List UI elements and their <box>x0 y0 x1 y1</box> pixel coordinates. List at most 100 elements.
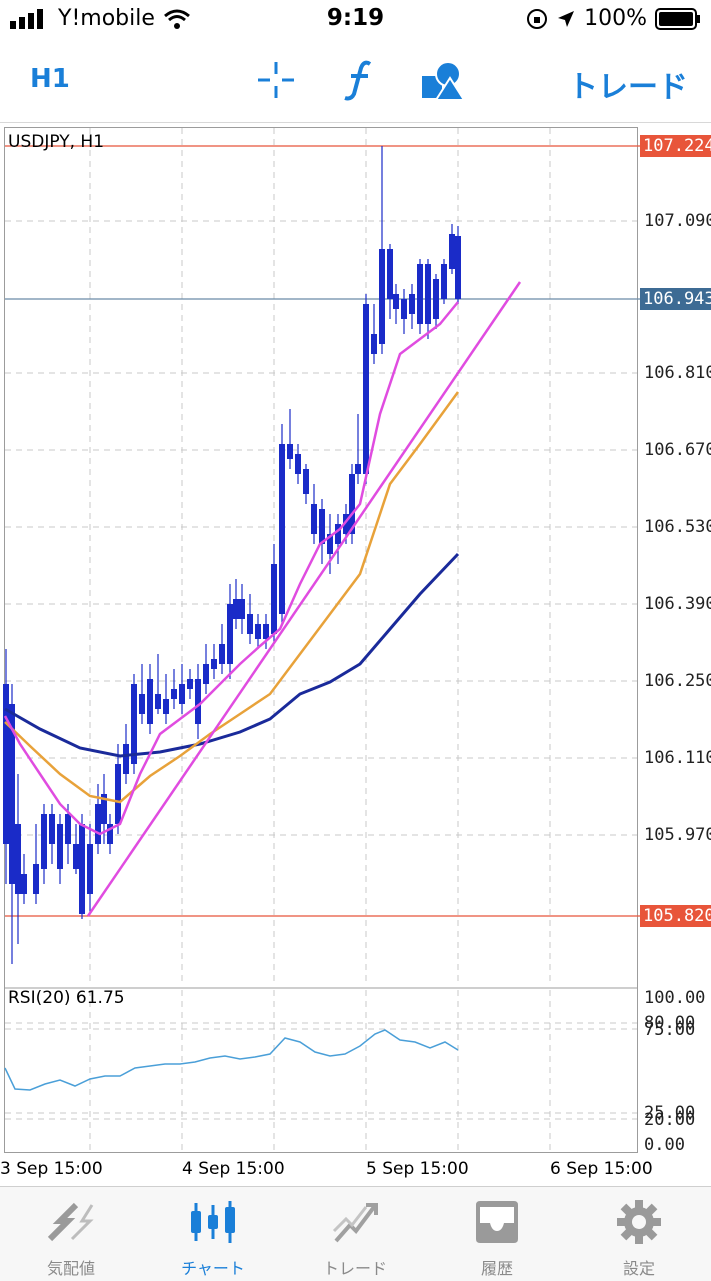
candle-body <box>449 234 455 269</box>
tab-label: 設定 <box>622 1259 655 1278</box>
candle-body <box>79 824 85 914</box>
candle-body <box>355 464 361 474</box>
candle-body <box>233 599 239 619</box>
candle-body <box>49 814 55 844</box>
candle-body <box>15 824 21 894</box>
quotes-icon <box>47 1202 94 1242</box>
tab-trade[interactable]: トレード <box>284 1187 426 1281</box>
candle-body <box>33 864 39 894</box>
ma-fast-line <box>3 301 459 836</box>
crosshair-icon[interactable] <box>256 60 296 100</box>
rsi-indicator-label: RSI(20) 61.75 <box>8 988 125 1008</box>
wifi-icon <box>163 9 190 29</box>
trade-link[interactable]: トレード <box>568 70 688 105</box>
candle-body <box>73 844 79 869</box>
tab-label: トレード <box>322 1259 387 1278</box>
candle-body <box>409 294 415 314</box>
chart-toolbar: H1 トレード <box>0 40 711 123</box>
tab-settings[interactable]: 設定 <box>568 1187 710 1281</box>
candle-body <box>433 279 439 319</box>
trade-icon <box>332 1203 378 1243</box>
candle-body <box>311 504 317 534</box>
carrier-name: Y!mobile <box>58 6 155 31</box>
candle-body <box>107 824 113 844</box>
tab-chart[interactable]: チャート <box>142 1187 284 1281</box>
tab-history[interactable]: 履歴 <box>426 1187 568 1281</box>
candle-body <box>363 304 369 474</box>
candle-body <box>65 814 71 844</box>
candle-body <box>401 299 407 319</box>
rsi-axis-label: 20.00 <box>644 1110 696 1130</box>
trend-line <box>86 281 522 917</box>
price-axis-label: 106.390 <box>644 594 711 614</box>
status-bar: Y!mobile 9:19 100% <box>0 0 711 40</box>
candle-body <box>41 814 47 869</box>
time-axis-label: 5 Sep 15:00 <box>366 1159 469 1179</box>
candle-body <box>195 679 201 724</box>
candle-body <box>87 844 93 894</box>
candle-body <box>171 689 177 699</box>
time-axis-label: 3 Sep 15:00 <box>0 1159 103 1179</box>
objects-shapes-icon[interactable] <box>420 60 466 102</box>
tab-label: チャート <box>181 1259 245 1278</box>
rsi-axis-label: 100.00 <box>644 988 706 1008</box>
candle-body <box>131 684 137 764</box>
battery-percent: 100% <box>584 6 647 31</box>
time-axis-label: 4 Sep 15:00 <box>182 1159 285 1179</box>
candle-body <box>335 524 341 544</box>
candle-body <box>57 824 63 869</box>
price-axis-label: 106.250 <box>644 671 711 691</box>
tab-label: 気配値 <box>46 1259 95 1278</box>
rsi-line <box>4 1029 459 1091</box>
candle-body <box>349 474 355 534</box>
price-axis-label: 106.110 <box>644 748 711 768</box>
candle-body <box>343 514 349 534</box>
time-axis-label: 6 Sep 15:00 <box>550 1159 653 1179</box>
candle-body <box>163 699 169 714</box>
orientation-lock-icon <box>527 8 548 29</box>
price-axis-label: 107.090 <box>644 211 711 231</box>
candle-body <box>247 614 253 634</box>
candle-body <box>295 454 301 474</box>
candle-body <box>263 624 269 639</box>
price-axis-label: 106.670 <box>644 440 711 460</box>
candle-body <box>147 679 153 724</box>
indicators-function-icon[interactable] <box>342 58 376 102</box>
candle-body <box>379 249 385 344</box>
timeframe-button[interactable]: H1 <box>30 64 70 94</box>
ma-mid-line <box>4 391 460 804</box>
tab-quotes[interactable]: 気配値 <box>0 1187 142 1281</box>
chart-candles-icon <box>191 1201 235 1243</box>
candle-body <box>255 624 261 639</box>
candle-body <box>21 874 27 894</box>
candle-body <box>101 794 107 824</box>
rsi-axis-label: 0.00 <box>644 1135 685 1155</box>
tab-label: 履歴 <box>480 1259 513 1278</box>
candle-body <box>187 679 193 689</box>
candle-body <box>219 644 225 664</box>
candle-body <box>387 249 393 299</box>
candle-body <box>279 444 285 614</box>
candle-body <box>139 694 145 714</box>
rsi-axis-label: 75.00 <box>644 1020 696 1040</box>
candle-body <box>179 684 185 704</box>
candle-body <box>393 294 399 309</box>
symbol-timeframe-label: USDJPY, H1 <box>8 132 105 152</box>
candle-body <box>203 664 209 684</box>
candle-body <box>123 744 129 774</box>
candle-body <box>115 764 121 824</box>
candle-body <box>271 564 277 634</box>
low-price-tag: 105.820 <box>640 905 711 927</box>
candle-body <box>425 264 431 324</box>
price-axis-label: 106.530 <box>644 517 711 537</box>
chart-area[interactable]: USDJPY, H1 RSI(20) 61.75 107.090 106.810… <box>0 124 711 1186</box>
candle-body <box>371 334 377 354</box>
candle-body <box>303 469 309 494</box>
price-chart[interactable] <box>0 124 711 1186</box>
battery-icon <box>655 7 700 30</box>
candle-body <box>239 599 245 619</box>
settings-gear-icon <box>617 1200 661 1244</box>
current-price-tag: 106.943 <box>640 288 711 310</box>
price-axis-label: 105.970 <box>644 825 711 845</box>
candle-body <box>441 264 447 299</box>
